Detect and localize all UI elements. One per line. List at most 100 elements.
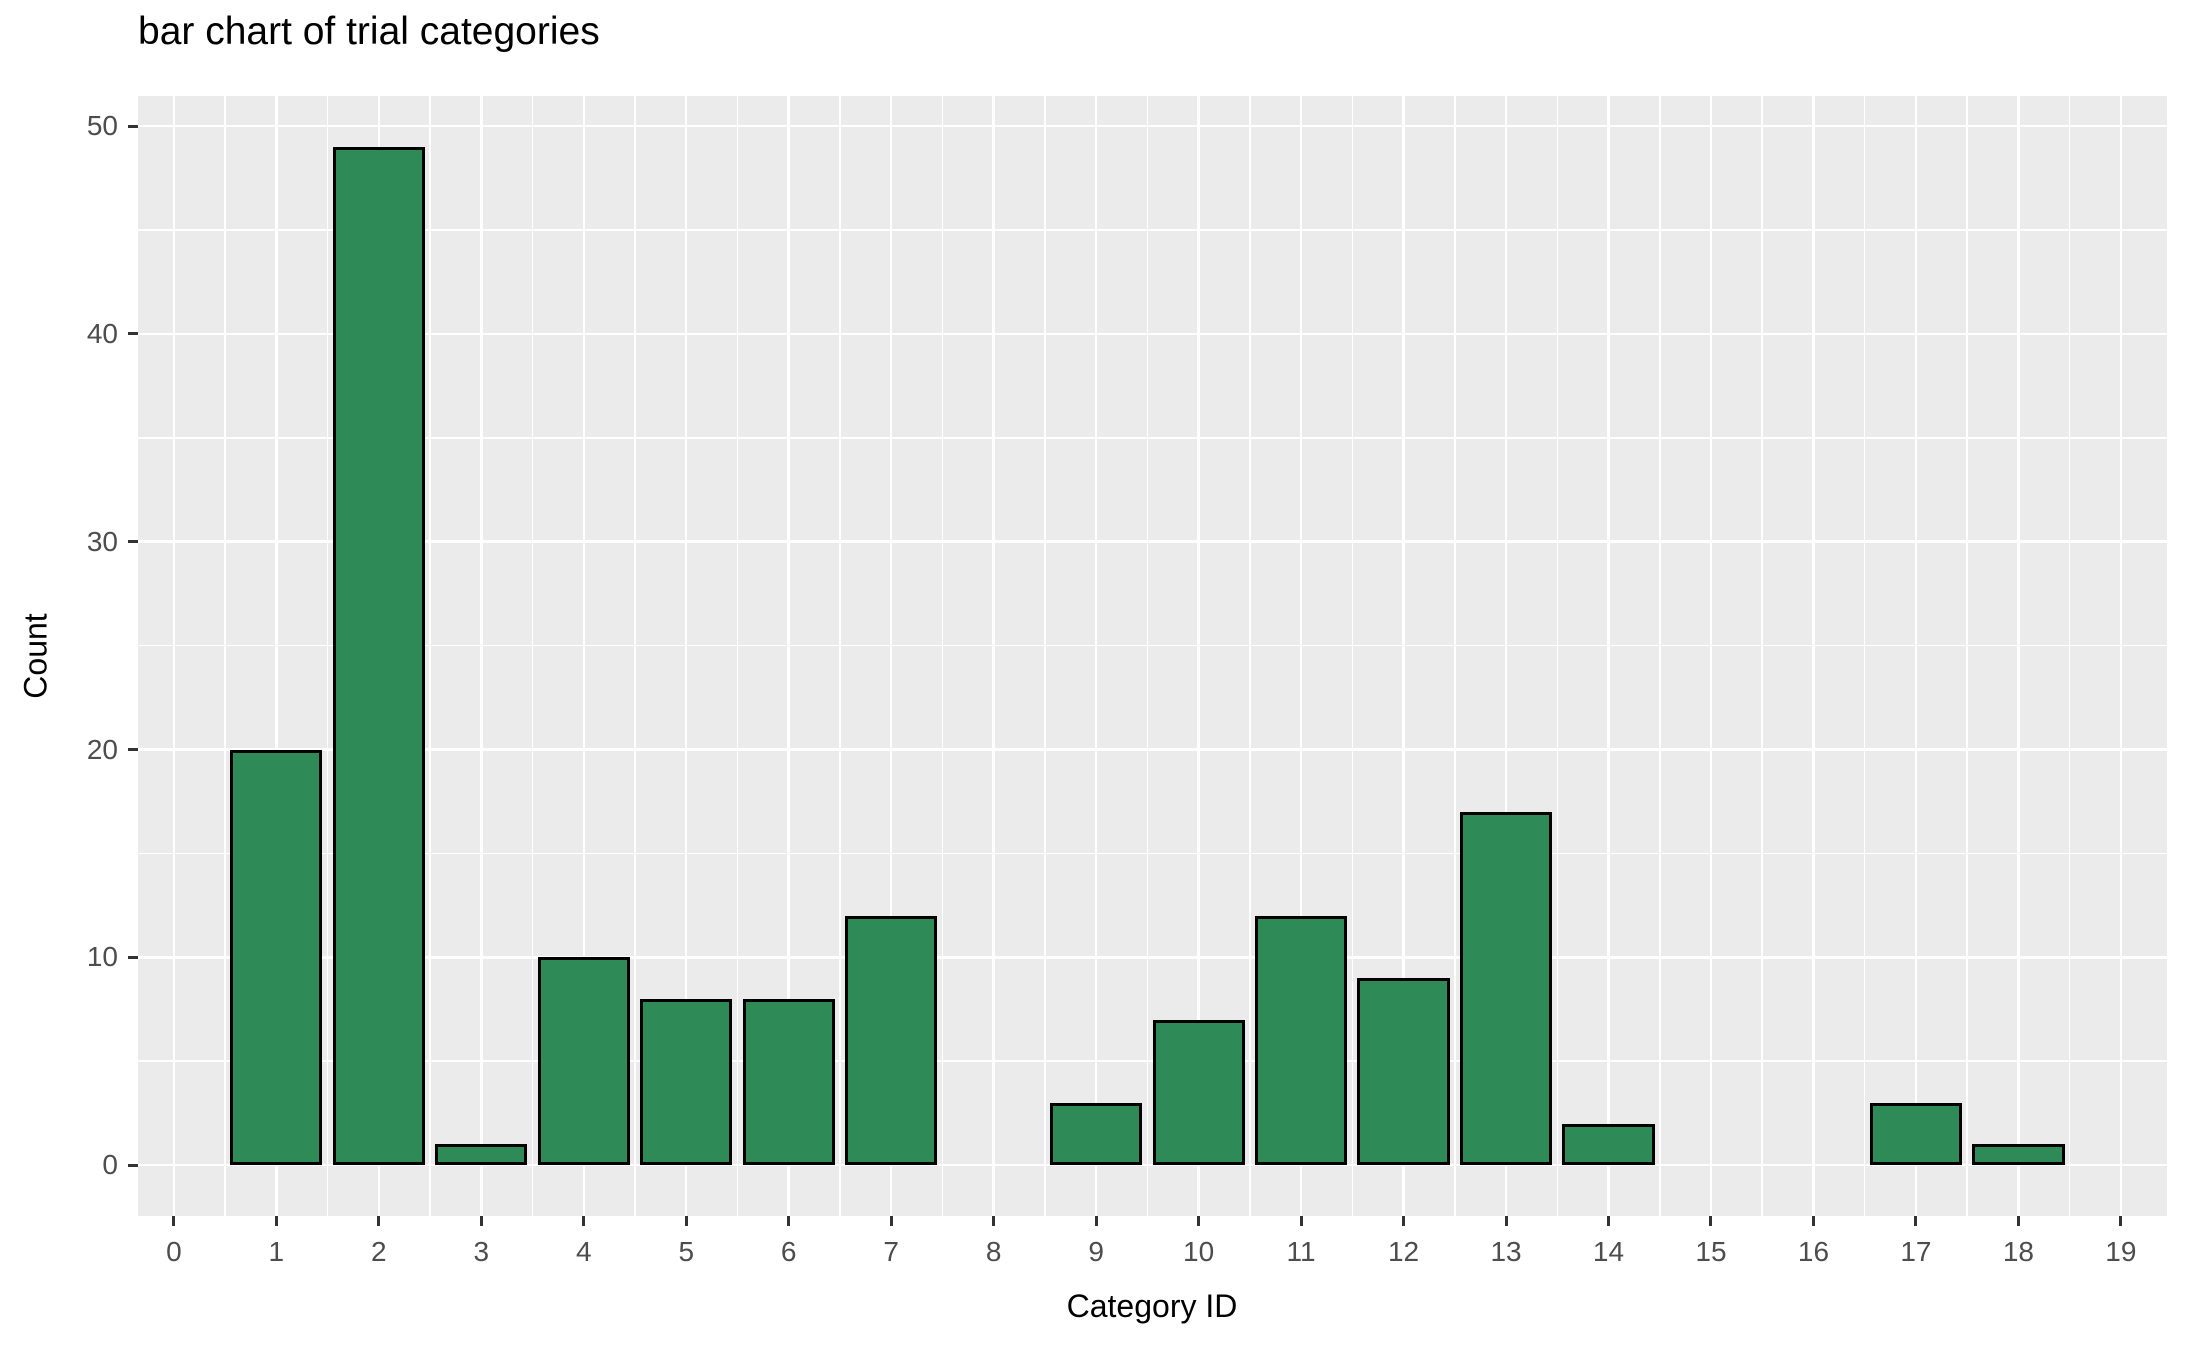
bar [845,915,938,1166]
x-tick-mark [684,1216,688,1226]
y-axis-title: Count [17,613,54,699]
x-tick-label: 1 [268,1236,285,1267]
y-tick-label: 10 [86,941,118,973]
gridline-major-vertical [1299,96,1303,1216]
x-tick-label: 14 [1592,1236,1625,1267]
y-tick-mark [128,332,138,336]
y-tick-mark [128,124,138,128]
gridline-minor-vertical [2068,96,2071,1216]
x-tick-mark [1607,1216,1610,1226]
gridline-major-vertical [582,96,585,1216]
gridline-minor-vertical [531,96,534,1216]
gridline-major-vertical [1709,96,1713,1216]
gridline-minor-vertical [1146,96,1149,1216]
x-tick-label: 17 [1900,1236,1932,1267]
bar [230,749,323,1166]
gridline-major-horizontal [138,124,2167,128]
x-tick-label: 9 [1088,1236,1104,1267]
bar [640,998,733,1166]
bar [332,146,425,1166]
y-tick-mark [128,540,138,544]
y-tick-label: 40 [86,317,118,349]
bar [435,1144,528,1166]
gridline-minor-vertical [634,96,636,1216]
x-tick-label: 18 [2002,1236,2034,1267]
x-tick-mark [479,1216,483,1226]
gridline-major-vertical [1914,96,1918,1216]
gridline-major-vertical [2017,96,2020,1216]
gridline-minor-vertical [326,96,329,1216]
gridline-major-vertical [1812,96,1815,1216]
x-tick-label: 13 [1490,1236,1522,1267]
x-tick-mark [1402,1216,1406,1226]
x-tick-label: 11 [1286,1236,1316,1267]
x-tick-label: 5 [678,1236,695,1267]
gridline-major-vertical [1607,96,1610,1216]
x-tick-mark [992,1216,996,1226]
x-tick-mark [1299,1216,1303,1226]
gridline-minor-vertical [1659,96,1661,1216]
gridline-minor-vertical [1761,96,1763,1216]
gridline-major-vertical [1504,96,1508,1216]
bar [1152,1019,1245,1166]
gridline-major-vertical [480,96,483,1216]
x-tick-mark [172,1216,176,1226]
y-tick-mark [128,955,138,959]
gridline-major-horizontal [138,956,2167,959]
gridline-major-vertical [1197,96,1200,1216]
x-tick-mark [2119,1216,2123,1226]
x-tick-label: 2 [371,1236,387,1267]
gridline-minor-horizontal [138,229,2167,231]
x-tick-mark [1094,1216,1098,1226]
gridline-minor-vertical [736,96,739,1216]
x-tick-label: 12 [1387,1236,1420,1267]
x-tick-mark [2016,1216,2020,1226]
gridline-minor-vertical [1863,96,1866,1216]
x-tick-label: 7 [883,1236,899,1267]
x-tick-mark [1914,1216,1918,1226]
gridline-minor-vertical [941,96,944,1216]
y-tick-label: 20 [86,733,118,765]
gridline-major-vertical [992,96,995,1216]
x-tick-mark [1811,1216,1815,1226]
gridline-major-horizontal [138,1163,2167,1167]
gridline-major-horizontal [138,540,2167,543]
gridline-major-horizontal [138,332,2167,336]
x-tick-label: 3 [473,1236,490,1267]
x-tick-label: 16 [1797,1236,1830,1267]
gridline-major-vertical [275,96,278,1216]
chart-title: bar chart of trial categories [138,10,600,53]
x-tick-label: 6 [780,1236,797,1267]
x-tick-mark [274,1216,278,1226]
bar [1459,811,1553,1166]
x-tick-label: 10 [1183,1236,1215,1267]
plot-panel [138,96,2167,1216]
gridline-minor-vertical [1966,96,1968,1216]
gridline-major-vertical [889,96,893,1216]
x-tick-label: 15 [1695,1236,1727,1267]
gridline-minor-vertical [429,96,431,1216]
y-tick-mark [128,1163,138,1167]
gridline-minor-vertical [1454,96,1456,1216]
x-tick-label: 19 [2105,1236,2137,1267]
bar [1972,1144,2065,1166]
gridline-major-horizontal [138,748,2167,751]
y-tick-label: 30 [86,525,118,557]
bar [742,998,835,1166]
x-tick-mark [787,1216,791,1226]
gridline-minor-vertical [1044,96,1046,1216]
gridline-minor-horizontal [138,437,2167,439]
x-tick-mark [377,1216,381,1226]
gridline-major-vertical [1402,96,1405,1216]
gridline-major-vertical [2119,96,2123,1216]
gridline-minor-vertical [1351,96,1354,1216]
x-tick-label: 8 [985,1236,1002,1267]
bar [537,957,630,1166]
bar [1254,915,1348,1166]
gridline-major-vertical [787,96,790,1216]
x-tick-mark [1197,1216,1201,1226]
bar [1357,978,1450,1166]
x-tick-mark [582,1216,586,1226]
gridline-minor-horizontal [138,852,2167,855]
